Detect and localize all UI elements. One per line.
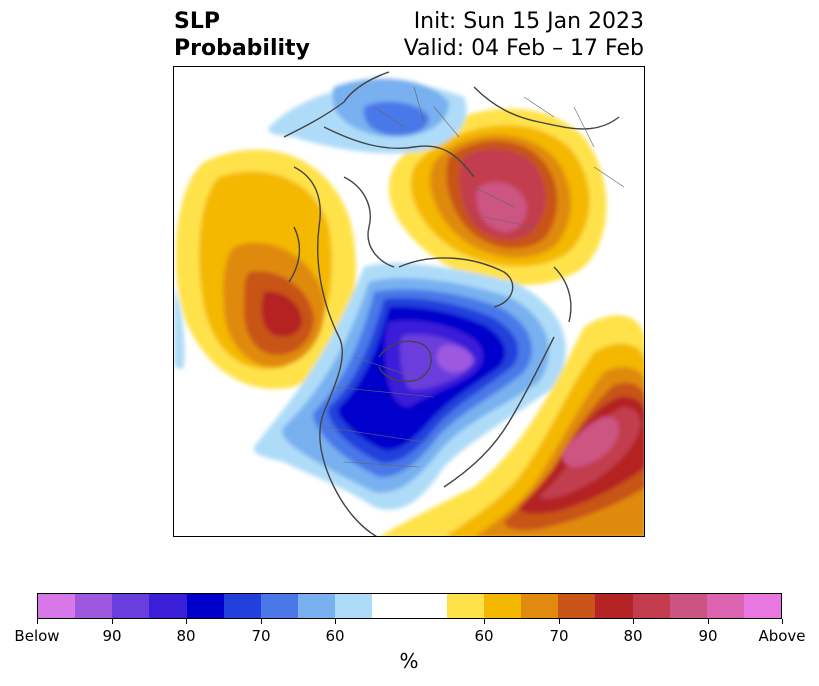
colorbar-tick-label: 80 [623, 627, 643, 645]
political-borders [323, 86, 625, 468]
colorbar-segment [149, 594, 187, 618]
valid-range: Valid: 04 Feb – 17 Feb [403, 36, 644, 61]
europe-below-70 [363, 101, 429, 136]
colorbar-segment [260, 594, 299, 618]
colorbar-tick-label: 90 [102, 627, 122, 645]
colorbar-tick [633, 619, 634, 624]
atlantic-above-90 [562, 416, 619, 467]
colorbar-segment [186, 594, 224, 618]
colorbar [37, 593, 782, 619]
colorbar-segment [521, 594, 559, 618]
colorbar-tick [708, 619, 709, 624]
title-metric: Probability [174, 36, 310, 61]
colorbar-tick-label: 70 [549, 627, 569, 645]
colorbar-tick-label: 70 [251, 627, 271, 645]
colorbar-tick-label: Above [758, 627, 806, 645]
colorbar-segment [669, 594, 707, 618]
colorbar-segment [223, 594, 261, 618]
init-date: Init: Sun 15 Jan 2023 [413, 9, 644, 34]
map-title: SLP Probability [174, 8, 310, 62]
colorbar-segment [38, 594, 76, 618]
colorbar-segment [743, 594, 782, 618]
colorbar-segment [632, 594, 670, 618]
pacific-above-80 [261, 291, 302, 337]
colorbar-tick [112, 619, 113, 624]
coastlines [283, 71, 620, 536]
title-variable: SLP [174, 9, 220, 34]
colorbar-tick [782, 619, 783, 624]
colorbar-segment [75, 594, 113, 618]
na-below-90 [436, 344, 474, 373]
colorbar-segment [372, 594, 410, 618]
map-subtitle: Init: Sun 15 Jan 2023 Valid: 04 Feb – 17… [404, 8, 644, 62]
colorbar-tick-label: 90 [698, 627, 718, 645]
colorbar-tick [261, 619, 262, 624]
colorbar-tick [335, 619, 336, 624]
colorbar-tick-label: 60 [474, 627, 494, 645]
colorbar-segment [409, 594, 447, 618]
colorbar-tick-label: Below [14, 627, 60, 645]
colorbar-tick-label: 80 [176, 627, 196, 645]
colorbar-tick [37, 619, 38, 624]
map-canvas [174, 71, 644, 536]
colorbar-segment [298, 594, 336, 618]
colorbar-tick [484, 619, 485, 624]
colorbar-tick-label: 60 [325, 627, 345, 645]
anomaly-fields [174, 78, 644, 536]
colorbar-segment [112, 594, 150, 618]
probability-map [173, 66, 645, 537]
colorbar-segment [335, 594, 373, 618]
colorbar-tick [186, 619, 187, 624]
colorbar-tick [559, 619, 560, 624]
colorbar-unit-label: % [399, 649, 419, 673]
colorbar-segment [595, 594, 633, 618]
colorbar-segment [483, 594, 522, 618]
pacific-below-sliver [174, 287, 185, 370]
colorbar-segment [706, 594, 744, 618]
colorbar-segment [446, 594, 484, 618]
colorbar-segment [558, 594, 596, 618]
